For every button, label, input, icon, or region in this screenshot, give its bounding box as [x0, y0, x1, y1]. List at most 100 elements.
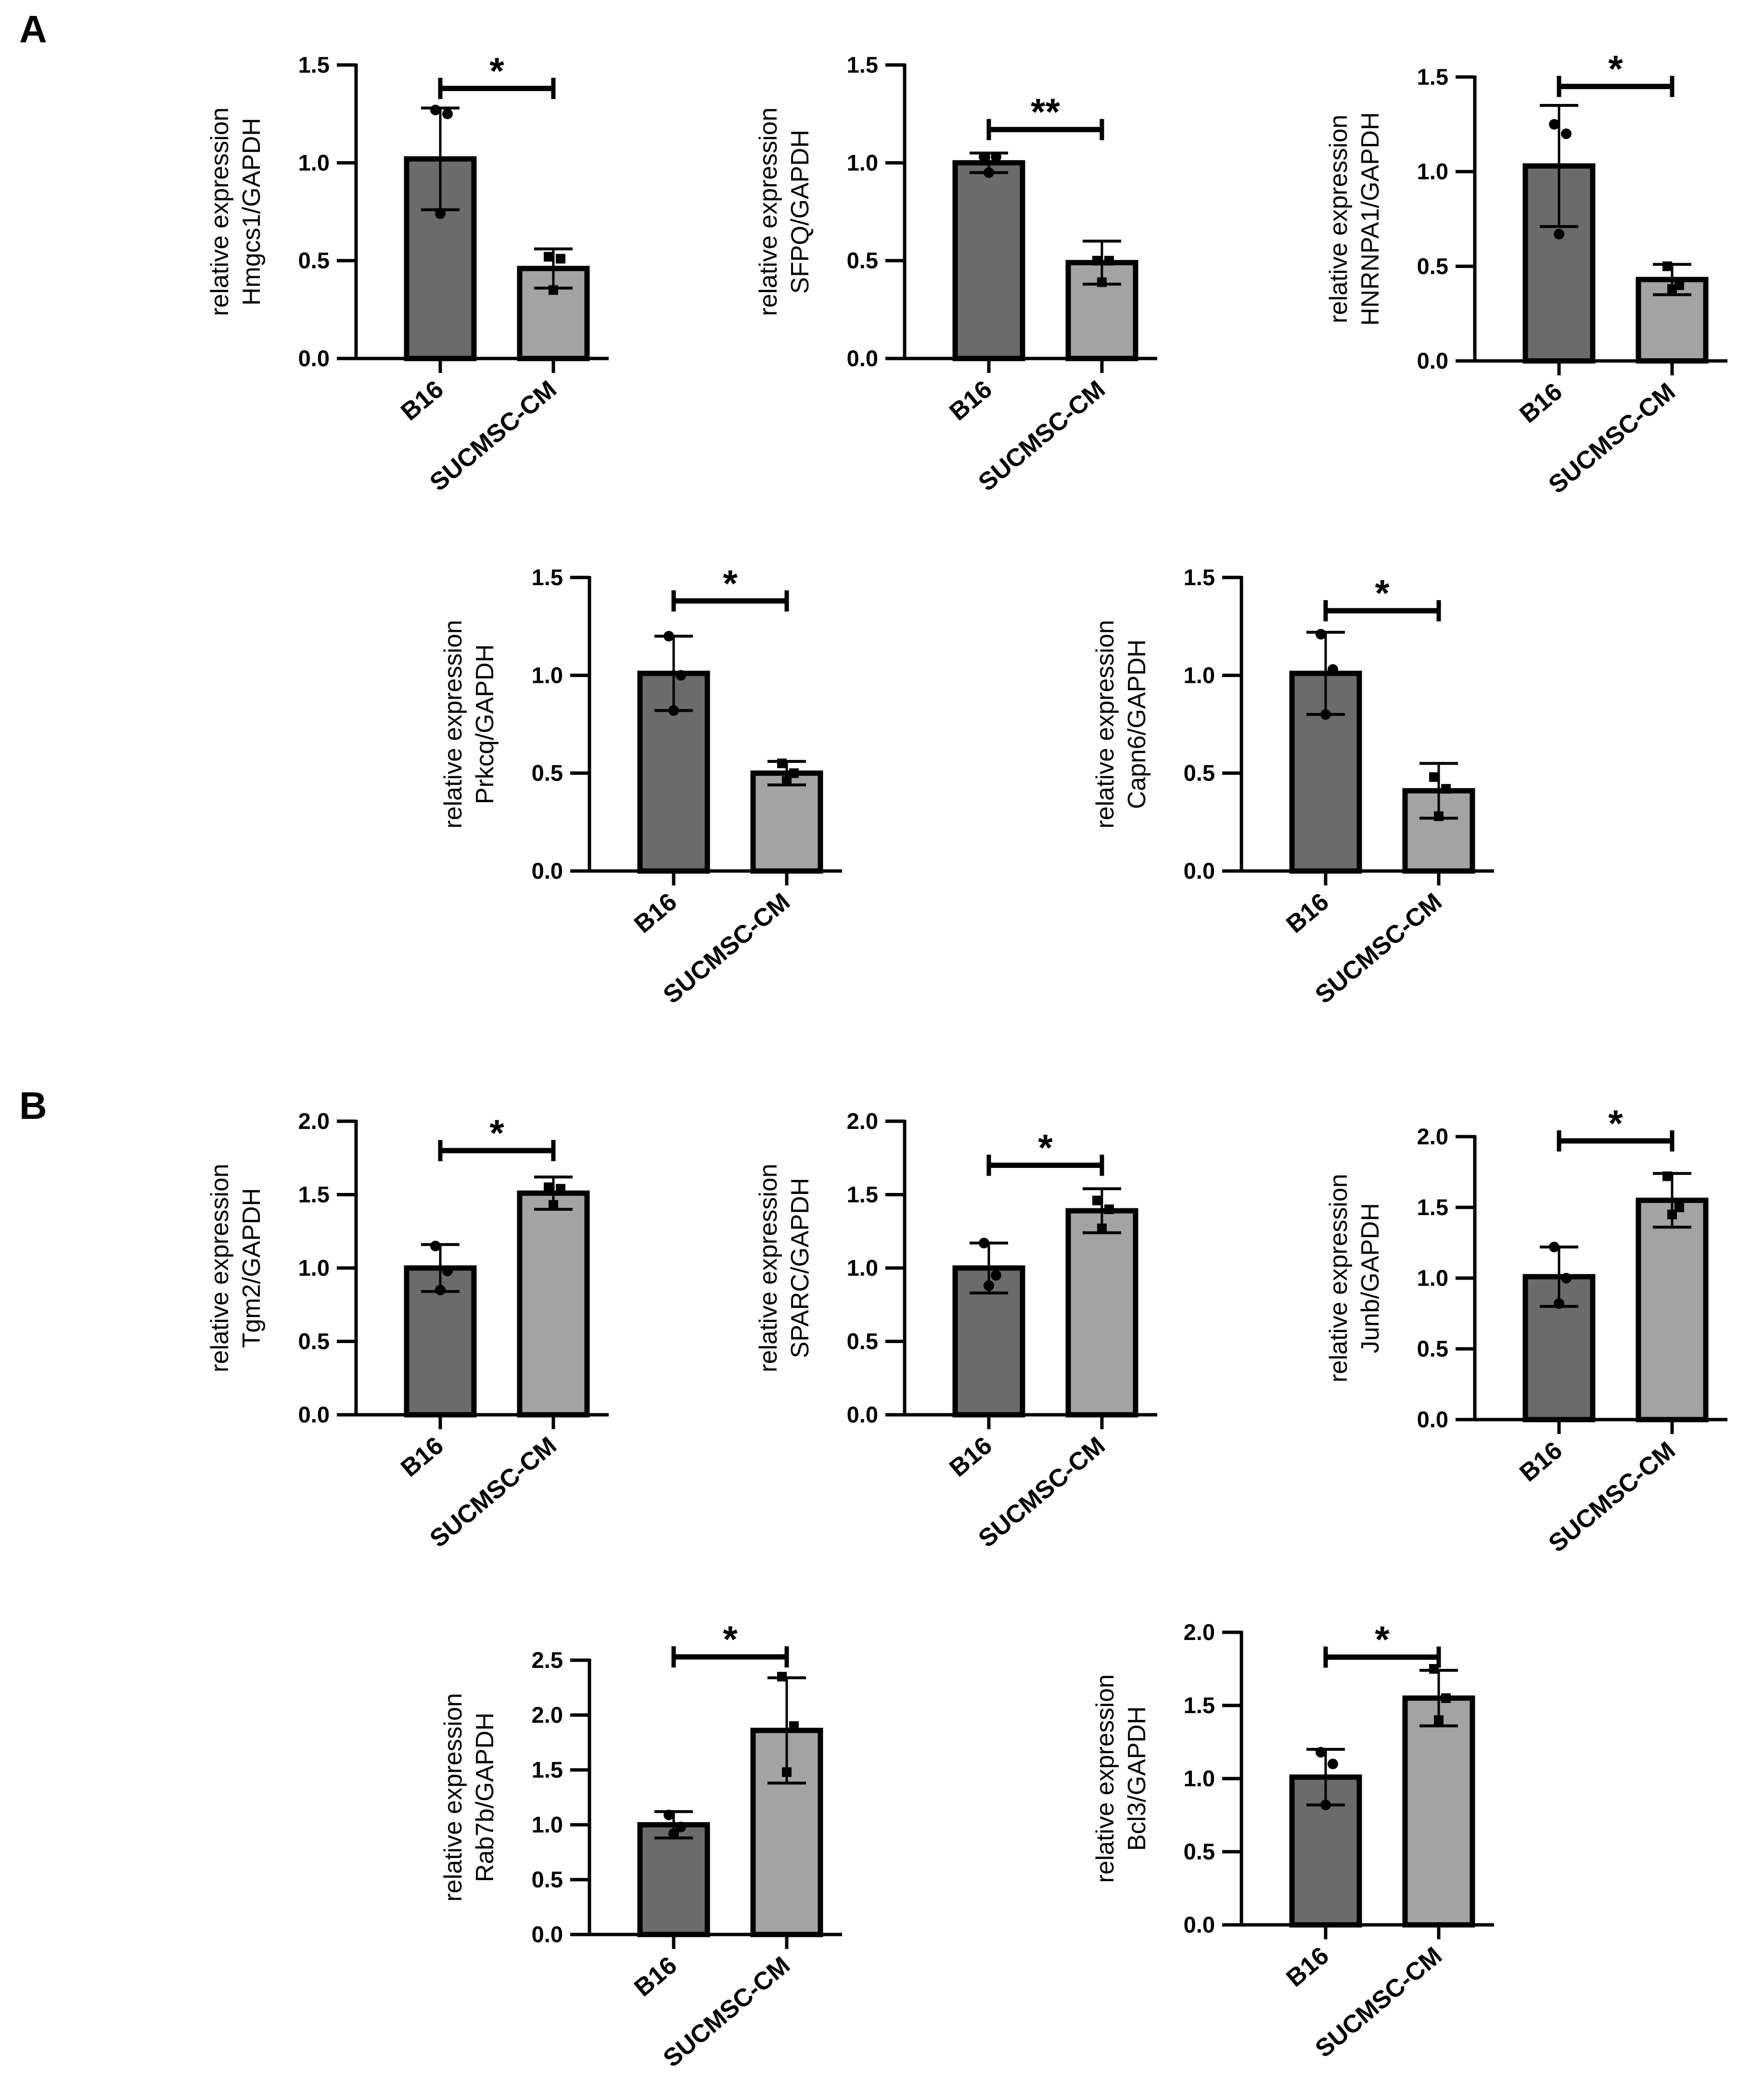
y-axis-title-line: relative expression — [206, 1164, 234, 1372]
data-point-sucmsc-cm — [1667, 284, 1677, 294]
data-point-sucmsc-cm — [1434, 1715, 1444, 1725]
y-axis-title-line: SPARC/GAPDH — [786, 1178, 814, 1358]
data-point-sucmsc-cm — [1662, 261, 1672, 271]
y-tick-label: 1.5 — [1184, 564, 1215, 590]
data-point-b16 — [430, 1241, 441, 1252]
y-tick-label: 1.5 — [532, 564, 563, 590]
y-axis-title: relative expression Prkcq/GAPDH — [439, 620, 499, 829]
data-point-b16 — [1328, 1758, 1338, 1769]
y-axis-title-line: relative expression — [206, 107, 234, 316]
y-axis-title-line: Tgm2/GAPDH — [238, 1188, 266, 1348]
y-axis-title-line: HNRNPA1/GAPDH — [1356, 112, 1384, 326]
y-tick-label: 1.5 — [1184, 1692, 1215, 1718]
y-tick-label: 1.0 — [532, 662, 563, 688]
data-point-sucmsc-cm — [544, 1182, 553, 1192]
y-axis-title-line: relative expression — [754, 1164, 782, 1372]
y-tick-label: 1.0 — [532, 1812, 563, 1837]
y-axis-title-line: relative expression — [1325, 115, 1353, 323]
y-tick-label: 1.0 — [1417, 1265, 1448, 1291]
data-point-b16 — [1320, 709, 1331, 720]
y-tick-label: 1.0 — [1184, 662, 1215, 688]
data-point-sucmsc-cm — [1097, 277, 1107, 287]
y-tick-label: 2.0 — [1417, 1124, 1448, 1149]
y-tick-label: 0.0 — [298, 346, 330, 371]
data-point-b16 — [1316, 1747, 1326, 1758]
y-tick-label: 0.5 — [532, 1867, 563, 1892]
data-point-b16 — [664, 631, 674, 641]
category-label-b16: B16 — [1514, 378, 1567, 429]
significance-label: * — [1038, 1127, 1053, 1169]
data-point-sucmsc-cm — [1429, 772, 1439, 782]
y-tick-label: 1.5 — [298, 1182, 330, 1207]
data-point-b16 — [991, 152, 1001, 163]
y-tick-label: 2.5 — [532, 1647, 563, 1673]
y-axis-title: relative expression Junb/GAPDH — [1325, 1174, 1384, 1383]
y-tick-label: 0.5 — [847, 248, 878, 273]
y-tick-label: 0.5 — [1417, 1336, 1448, 1361]
y-tick-label: 1.0 — [847, 150, 878, 175]
category-label-b16: B16 — [1281, 888, 1334, 939]
y-tick-label: 1.5 — [532, 1757, 563, 1782]
data-point-sucmsc-cm — [782, 776, 792, 786]
y-axis-title-line: SFPQ/GAPDH — [786, 130, 814, 294]
data-point-sucmsc-cm — [789, 768, 799, 778]
data-point-sucmsc-cm — [549, 285, 558, 295]
data-point-b16 — [442, 1266, 453, 1277]
significance-label: * — [489, 1112, 504, 1154]
data-point-sucmsc-cm — [777, 758, 787, 769]
category-label-b16: B16 — [1514, 1436, 1567, 1487]
y-tick-label: 2.0 — [298, 1108, 330, 1134]
data-point-b16 — [991, 1270, 1001, 1281]
y-tick-label: 1.5 — [847, 1182, 878, 1207]
data-point-sucmsc-cm — [1441, 1693, 1451, 1703]
y-tick-label: 1.5 — [298, 52, 330, 77]
y-tick-label: 2.0 — [532, 1702, 563, 1728]
data-point-b16 — [1320, 1799, 1331, 1810]
y-tick-label: 0.0 — [1184, 858, 1215, 884]
y-tick-label: 1.5 — [1417, 64, 1448, 90]
y-axis-title: relative expression Capn6/GAPDH — [1091, 620, 1151, 829]
y-tick-label: 1.0 — [298, 150, 330, 175]
y-tick-label: 0.0 — [847, 346, 878, 371]
data-point-sucmsc-cm — [1104, 1204, 1114, 1214]
data-point-b16 — [1554, 229, 1564, 240]
data-point-sucmsc-cm — [1104, 256, 1114, 266]
y-axis-title-line: relative expression — [439, 1693, 467, 1902]
data-point-b16 — [1561, 1273, 1572, 1283]
y-tick-label: 1.0 — [298, 1255, 330, 1281]
y-tick-label: 0.0 — [847, 1402, 878, 1427]
data-point-b16 — [676, 1821, 686, 1832]
data-point-sucmsc-cm — [1441, 784, 1451, 794]
y-tick-label: 2.0 — [847, 1108, 878, 1134]
category-label-b16: B16 — [629, 888, 682, 939]
bar-b16 — [952, 160, 1025, 361]
category-label-b16: B16 — [396, 1432, 448, 1483]
data-point-b16 — [1549, 119, 1559, 130]
data-point-b16 — [1328, 664, 1338, 675]
y-axis-title-line: relative expression — [1325, 1174, 1353, 1383]
y-axis-title-line: Bcl3/GAPDH — [1123, 1706, 1151, 1851]
y-tick-label: 1.5 — [1417, 1194, 1448, 1220]
significance-label: * — [1608, 1102, 1623, 1144]
y-tick-label: 0.5 — [1417, 253, 1448, 279]
bar-sucmsc-cm — [1402, 1695, 1475, 1928]
data-point-b16 — [676, 670, 686, 681]
y-tick-label: 1.0 — [1184, 1766, 1215, 1791]
y-axis-title-line: Rab7b/GAPDH — [471, 1713, 499, 1883]
y-axis-title: relative expression Bcl3/GAPDH — [1091, 1674, 1151, 1883]
y-tick-label: 0.5 — [847, 1329, 878, 1354]
data-point-b16 — [979, 152, 989, 163]
y-axis-title: relative expression Rab7b/GAPDH — [439, 1693, 499, 1902]
significance-label: * — [489, 50, 504, 92]
panel-letter-b: B — [19, 1084, 47, 1127]
data-point-b16 — [984, 167, 994, 178]
y-tick-label: 0.0 — [532, 1921, 563, 1947]
y-tick-label: 0.5 — [1184, 760, 1215, 786]
bar-sucmsc-cm — [517, 1190, 590, 1418]
